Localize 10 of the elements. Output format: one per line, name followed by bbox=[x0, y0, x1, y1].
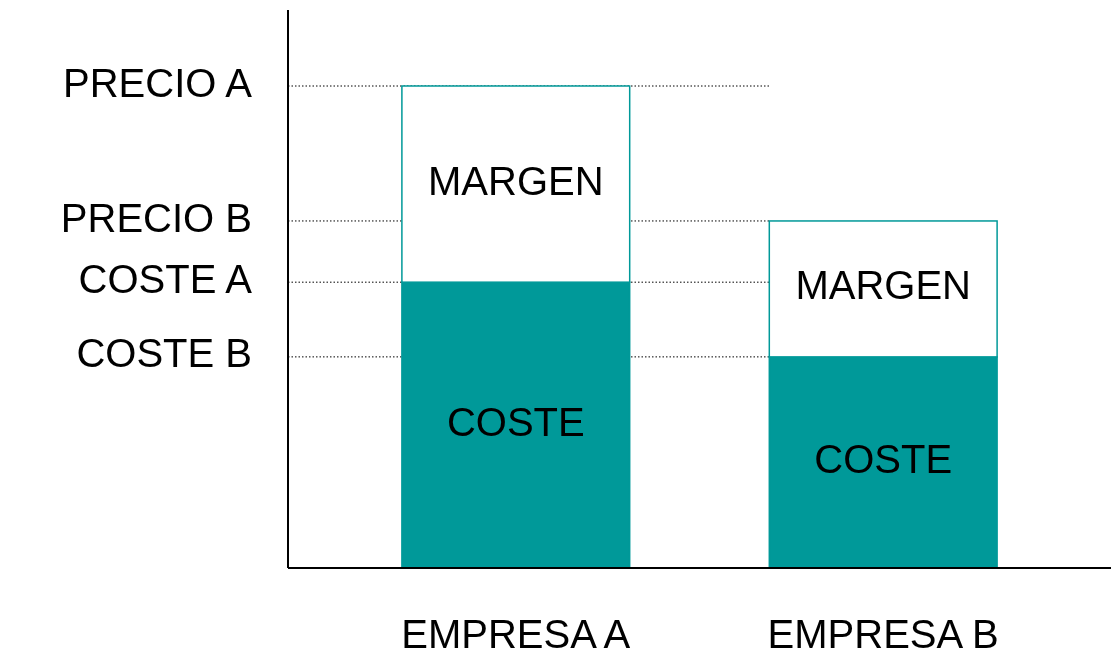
ref-line-label: PRECIO A bbox=[63, 60, 253, 105]
ref-line-label: PRECIO B bbox=[60, 195, 252, 240]
series-label: MARGEN bbox=[428, 158, 604, 203]
x-tick-label: EMPRESA B bbox=[767, 612, 999, 656]
text: COSTE bbox=[814, 437, 953, 481]
x-tick-label: EMPRESA A bbox=[401, 612, 631, 656]
text: MARGEN bbox=[795, 263, 971, 308]
ref-line-label: COSTE A bbox=[78, 256, 253, 301]
series-label: COSTE bbox=[446, 399, 585, 444]
ref-line-label: COSTE B bbox=[76, 331, 252, 376]
